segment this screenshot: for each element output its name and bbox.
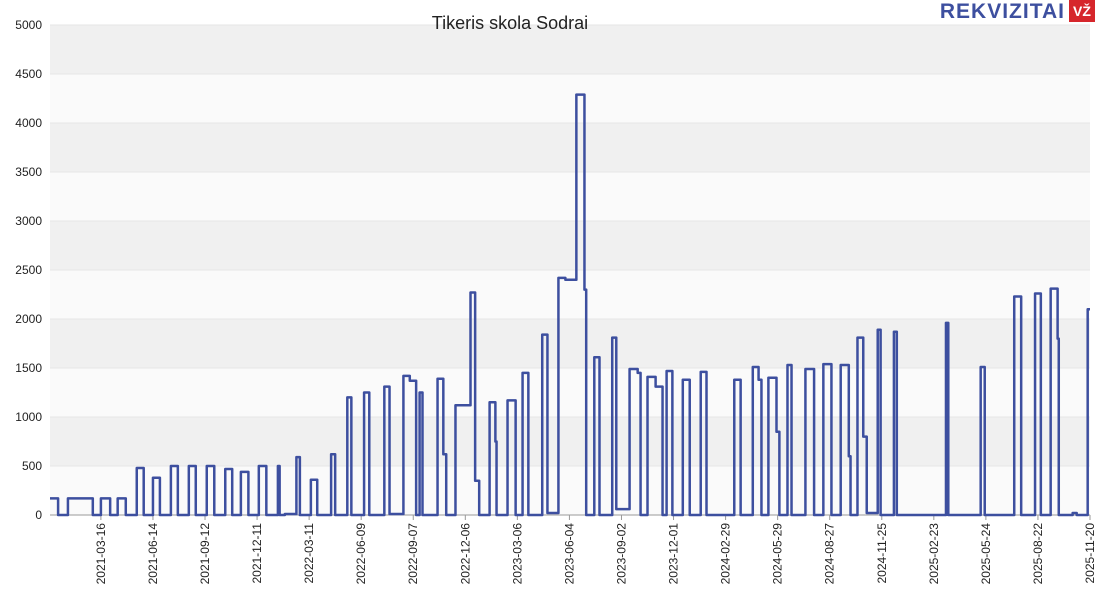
x-tick-label: 2021-06-14 <box>146 523 160 585</box>
y-tick-label: 3000 <box>15 214 42 228</box>
x-tick-label: 2023-09-02 <box>614 523 628 585</box>
x-tick-label: 2025-02-23 <box>927 523 941 585</box>
x-tick-label: 2024-11-25 <box>875 523 889 584</box>
grid-band <box>50 221 1090 270</box>
x-tick-label: 2023-06-04 <box>562 523 576 585</box>
y-tick-label: 2000 <box>15 312 42 326</box>
grid-band <box>50 270 1090 319</box>
y-tick-label: 1000 <box>15 410 42 424</box>
x-tick-label: 2024-05-29 <box>771 523 785 585</box>
x-tick-label: 2022-12-06 <box>458 523 472 585</box>
x-tick-label: 2025-11-20 <box>1083 523 1097 584</box>
x-tick-label: 2023-12-01 <box>667 523 681 585</box>
x-tick-label: 2025-08-22 <box>1031 523 1045 585</box>
y-tick-label: 4000 <box>15 116 42 130</box>
y-tick-label: 3500 <box>15 165 42 179</box>
chart-title: Tikeris skola Sodrai <box>432 13 588 33</box>
logo: REKVIZITAI <box>940 0 1065 23</box>
y-tick-label: 1500 <box>15 361 42 375</box>
x-tick-label: 2021-03-16 <box>94 523 108 585</box>
y-tick-label: 5000 <box>15 18 42 32</box>
y-tick-label: 500 <box>22 459 42 473</box>
grid-band <box>50 74 1090 123</box>
logo-badge-bg <box>1069 0 1095 22</box>
y-tick-label: 0 <box>35 508 42 522</box>
y-tick-label: 4500 <box>15 67 42 81</box>
grid-band <box>50 417 1090 466</box>
grid-band <box>50 368 1090 417</box>
x-tick-label: 2023-03-06 <box>510 523 524 585</box>
x-tick-label: 2024-02-29 <box>719 523 733 585</box>
x-tick-label: 2022-03-11 <box>302 523 316 584</box>
x-tick-label: 2022-09-07 <box>406 523 420 585</box>
x-tick-label: 2021-12-11 <box>250 523 264 584</box>
logo-badge: VŽ <box>1073 2 1091 19</box>
x-tick-label: 2025-05-24 <box>979 523 993 585</box>
grid-band <box>50 172 1090 221</box>
grid-band <box>50 319 1090 368</box>
x-tick-label: 2022-06-09 <box>354 523 368 585</box>
x-tick-label: 2024-08-27 <box>823 523 837 585</box>
y-tick-label: 2500 <box>15 263 42 277</box>
line <box>50 93 1090 517</box>
grid-band <box>50 123 1090 172</box>
grid-band <box>50 25 1090 74</box>
x-tick-label: 2021-09-12 <box>198 523 212 585</box>
grid-band <box>50 466 1090 515</box>
